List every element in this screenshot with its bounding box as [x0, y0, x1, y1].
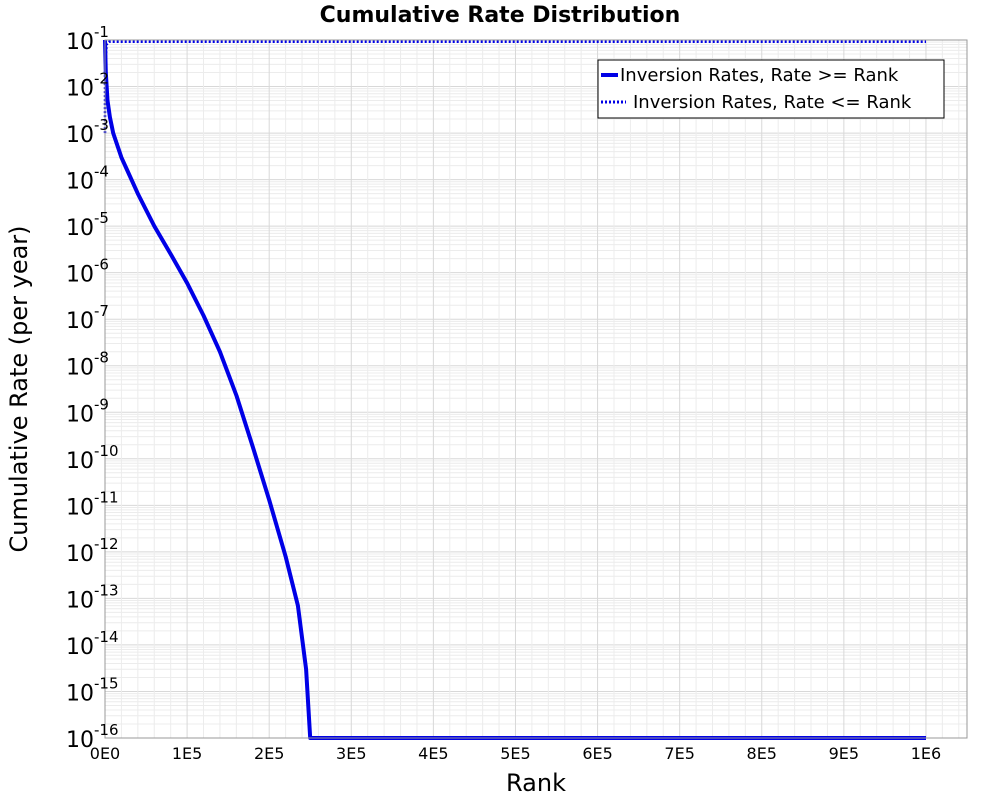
x-tick-label: 1E6: [911, 744, 941, 763]
x-tick-label: 7E5: [664, 744, 694, 763]
y-tick-label: 10-11: [66, 488, 119, 520]
y-tick-label: 10-3: [66, 116, 109, 148]
legend-box: [597, 59, 945, 119]
y-tick-label: 10-5: [66, 209, 109, 241]
y-tick-label: 10-16: [66, 721, 119, 753]
y-tick-label: 10-14: [66, 628, 119, 660]
y-tick-label: 10-9: [66, 395, 109, 427]
legend-label-rate-le-rank: Inversion Rates, Rate <= Rank: [633, 92, 912, 113]
legend-label-rate-ge-rank: Inversion Rates, Rate >= Rank: [620, 65, 899, 86]
plot-frame: [104, 39, 968, 739]
x-tick-labels: 0E0 1E5 2E5 3E5 4E5 5E5 6E5 7E5 8E5 9E5 1E6: [90, 744, 941, 763]
y-tick-label: 10-6: [66, 256, 109, 288]
y-tick-label: 10-7: [66, 302, 109, 334]
y-tick-label: 10-13: [66, 581, 119, 613]
y-tick-label: 10-4: [66, 163, 109, 195]
x-axis-label: Rank: [506, 769, 566, 797]
y-tick-label: 10-10: [66, 442, 119, 474]
x-tick-label: 1E5: [172, 744, 202, 763]
y-tick-label: 10-15: [66, 674, 119, 706]
chart-title: Cumulative Rate Distribution: [320, 3, 681, 28]
x-tick-label: 3E5: [336, 744, 366, 763]
legend: Inversion Rates, Rate >= Rank Inversion …: [597, 59, 945, 119]
x-tick-label: 6E5: [582, 744, 612, 763]
y-tick-label: 10-12: [66, 535, 119, 567]
y-axis-label: Cumulative Rate (per year): [5, 225, 33, 552]
y-tick-label: 10-2: [66, 70, 109, 102]
x-tick-label: 5E5: [500, 744, 530, 763]
x-tick-label: 0E0: [90, 744, 120, 763]
y-tick-label: 10-8: [66, 349, 109, 381]
grid-lines: [104, 40, 967, 739]
y-tick-labels: 10-1 10-2 10-3 10-4 10-5 10-6 10-7 10-8 10-9 10-1…: [66, 23, 119, 753]
x-tick-label: 8E5: [747, 744, 777, 763]
x-tick-label: 4E5: [418, 744, 448, 763]
y-tick-label: 10-1: [66, 23, 109, 55]
x-tick-label: 9E5: [829, 744, 859, 763]
x-tick-label: 2E5: [254, 744, 284, 763]
